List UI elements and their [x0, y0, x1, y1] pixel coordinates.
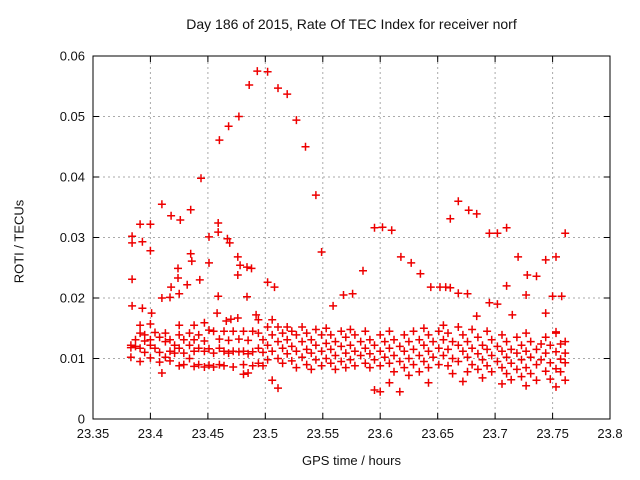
x-axis-label: GPS time / hours: [302, 453, 401, 468]
x-tick-label: 23.75: [536, 426, 569, 441]
y-tick-label: 0.06: [60, 49, 85, 64]
data-points: [126, 67, 570, 396]
x-tick-label: 23.8: [597, 426, 622, 441]
x-tick-label: 23.45: [192, 426, 225, 441]
y-tick-label: 0.05: [60, 109, 85, 124]
plot-border: [92, 55, 611, 420]
x-tick-label: 23.4: [138, 426, 163, 441]
x-tick-label: 23.5: [253, 426, 278, 441]
y-tick-label: 0.01: [60, 351, 85, 366]
y-axis-label: ROTI / TECUs: [11, 199, 27, 284]
x-tick-label: 23.35: [77, 426, 110, 441]
x-tick-label: 23.6: [368, 426, 393, 441]
x-tick-label: 23.65: [421, 426, 454, 441]
y-tick-label: 0.04: [60, 170, 85, 185]
y-tick-label: 0: [78, 412, 85, 427]
tick-labels: 23.35 23.4 23.45 23.5 23.55 23.6 23.65 23.7 23.7…: [60, 49, 623, 442]
y-tick-label: 0.02: [60, 291, 85, 306]
y-tick-label: 0.03: [60, 230, 85, 245]
x-tick-label: 23.7: [482, 426, 507, 441]
x-tick-label: 23.55: [307, 426, 340, 441]
chart-title: Day 186 of 2015, Rate Of TEC Index for r…: [186, 16, 517, 32]
